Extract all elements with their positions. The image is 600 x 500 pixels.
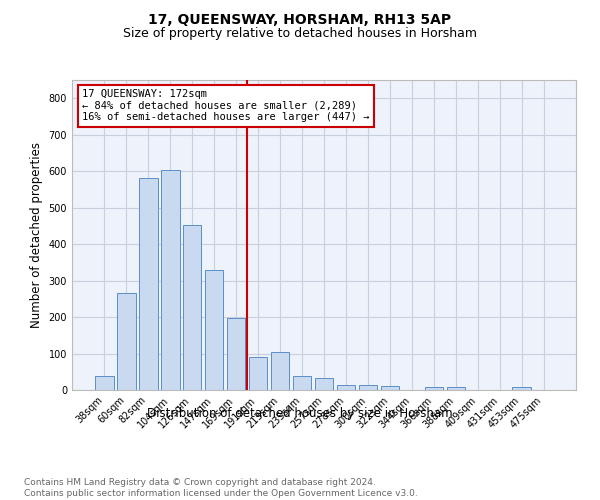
Bar: [117, 294, 136, 390]
Bar: [205, 270, 223, 390]
Bar: [380, 386, 399, 390]
Bar: [337, 384, 355, 390]
Bar: [95, 376, 113, 390]
Bar: [139, 178, 158, 390]
Bar: [293, 376, 311, 390]
Text: Size of property relative to detached houses in Horsham: Size of property relative to detached ho…: [123, 28, 477, 40]
Bar: [227, 318, 245, 390]
Y-axis label: Number of detached properties: Number of detached properties: [30, 142, 43, 328]
Bar: [512, 388, 531, 390]
Bar: [359, 384, 377, 390]
Bar: [446, 387, 465, 390]
Bar: [249, 357, 268, 390]
Bar: [183, 225, 202, 390]
Bar: [161, 170, 179, 390]
Text: 17, QUEENSWAY, HORSHAM, RH13 5AP: 17, QUEENSWAY, HORSHAM, RH13 5AP: [148, 12, 452, 26]
Bar: [314, 378, 334, 390]
Bar: [271, 352, 289, 390]
Text: Contains HM Land Registry data © Crown copyright and database right 2024.
Contai: Contains HM Land Registry data © Crown c…: [24, 478, 418, 498]
Text: Distribution of detached houses by size in Horsham: Distribution of detached houses by size …: [147, 408, 453, 420]
Text: 17 QUEENSWAY: 172sqm
← 84% of detached houses are smaller (2,289)
16% of semi-de: 17 QUEENSWAY: 172sqm ← 84% of detached h…: [82, 90, 370, 122]
Bar: [425, 387, 443, 390]
